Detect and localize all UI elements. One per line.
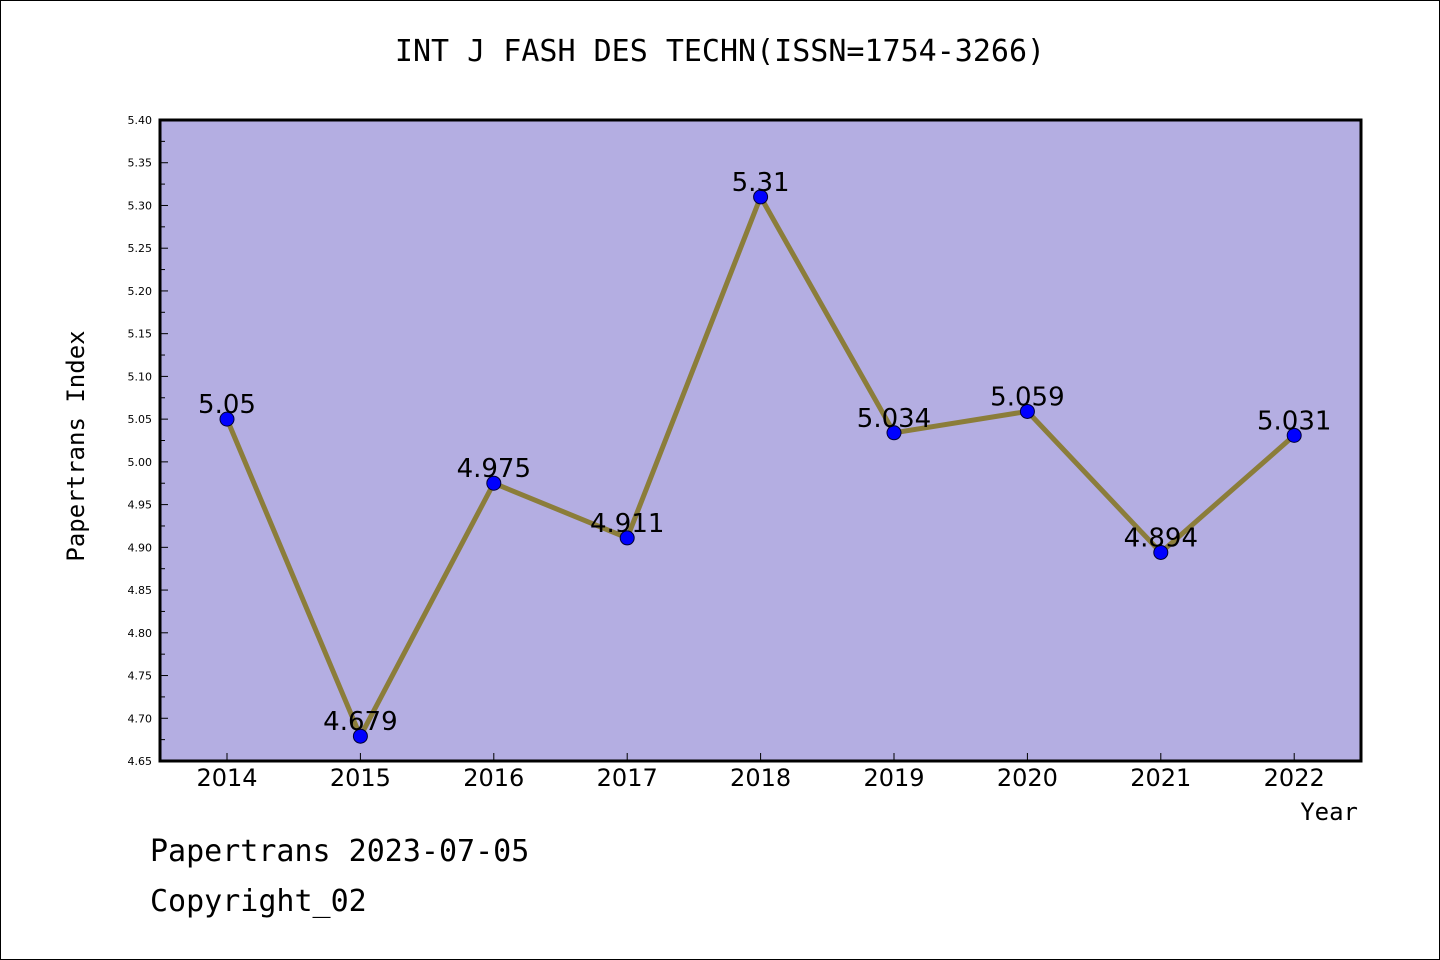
plot-border bbox=[158, 118, 1363, 763]
chart-title: INT J FASH DES TECHN(ISSN=1754-3266) bbox=[394, 34, 1046, 69]
data-point bbox=[619, 530, 635, 546]
y-tick-label: 5.20 bbox=[128, 285, 153, 298]
y-tick-label: 5.10 bbox=[128, 370, 153, 383]
y-tick-label: 5.00 bbox=[128, 456, 153, 469]
x-tick-label: 2018 bbox=[730, 764, 791, 792]
data-label: 5.05 bbox=[198, 390, 256, 420]
data-label: 4.975 bbox=[457, 454, 531, 484]
y-tick-label: 4.65 bbox=[128, 755, 153, 768]
data-point bbox=[753, 189, 769, 205]
x-tick-label: 2015 bbox=[330, 764, 391, 792]
data-label: 5.059 bbox=[990, 382, 1064, 412]
plot-area bbox=[160, 120, 1361, 761]
data-point bbox=[486, 475, 502, 491]
x-tick-label: 2020 bbox=[997, 764, 1058, 792]
y-tick-label: 5.25 bbox=[128, 242, 153, 255]
footer-date: Papertrans 2023-07-05 bbox=[150, 834, 530, 869]
y-tick-label: 5.35 bbox=[128, 157, 153, 170]
series-markers bbox=[219, 189, 1302, 744]
data-point bbox=[1286, 427, 1302, 443]
y-tick-label: 4.85 bbox=[128, 584, 153, 597]
y-axis: 4.65 4.70 4.75 4.80 4.85 4.90 4.95 5.00 5.05 5.10… bbox=[128, 114, 168, 768]
x-tick-label: 2019 bbox=[863, 764, 924, 792]
y-tick-label: 4.90 bbox=[128, 541, 153, 554]
footer-copyright: Copyright_02 bbox=[150, 884, 367, 919]
y-tick-label: 4.75 bbox=[128, 670, 153, 683]
data-point bbox=[352, 728, 368, 744]
data-label: 5.31 bbox=[732, 168, 790, 198]
y-tick-label: 4.70 bbox=[128, 712, 153, 725]
data-label: 5.031 bbox=[1257, 406, 1331, 436]
y-tick-label: 5.05 bbox=[128, 413, 153, 426]
y-tick-label: 5.30 bbox=[128, 199, 153, 212]
data-point bbox=[886, 425, 902, 441]
data-point bbox=[219, 411, 235, 427]
data-label: 4.894 bbox=[1124, 523, 1198, 553]
y-axis-label: Papertrans Index bbox=[62, 330, 90, 561]
x-tick-label: 2017 bbox=[597, 764, 658, 792]
y-tick-label: 4.80 bbox=[128, 627, 153, 640]
y-tick-label: 4.95 bbox=[128, 499, 153, 512]
data-label: 5.034 bbox=[857, 404, 931, 434]
x-axis-label: Year bbox=[1300, 798, 1358, 826]
x-tick-label: 2021 bbox=[1130, 764, 1191, 792]
x-axis: 2014 2015 2016 2017 2018 2019 2020 2021 2022 bbox=[196, 753, 1325, 792]
data-label: 4.911 bbox=[590, 509, 664, 539]
x-tick-label: 2022 bbox=[1264, 764, 1325, 792]
x-tick-label: 2016 bbox=[463, 764, 524, 792]
y-tick-label: 5.15 bbox=[128, 328, 153, 341]
data-point bbox=[1153, 544, 1169, 560]
data-label: 4.679 bbox=[323, 707, 397, 737]
data-labels: 5.05 4.679 4.975 4.911 5.31 5.034 5.059 4.894 5.… bbox=[198, 168, 1331, 737]
x-tick-label: 2014 bbox=[196, 764, 257, 792]
data-point bbox=[1019, 403, 1035, 419]
y-tick-label: 5.40 bbox=[128, 114, 153, 127]
